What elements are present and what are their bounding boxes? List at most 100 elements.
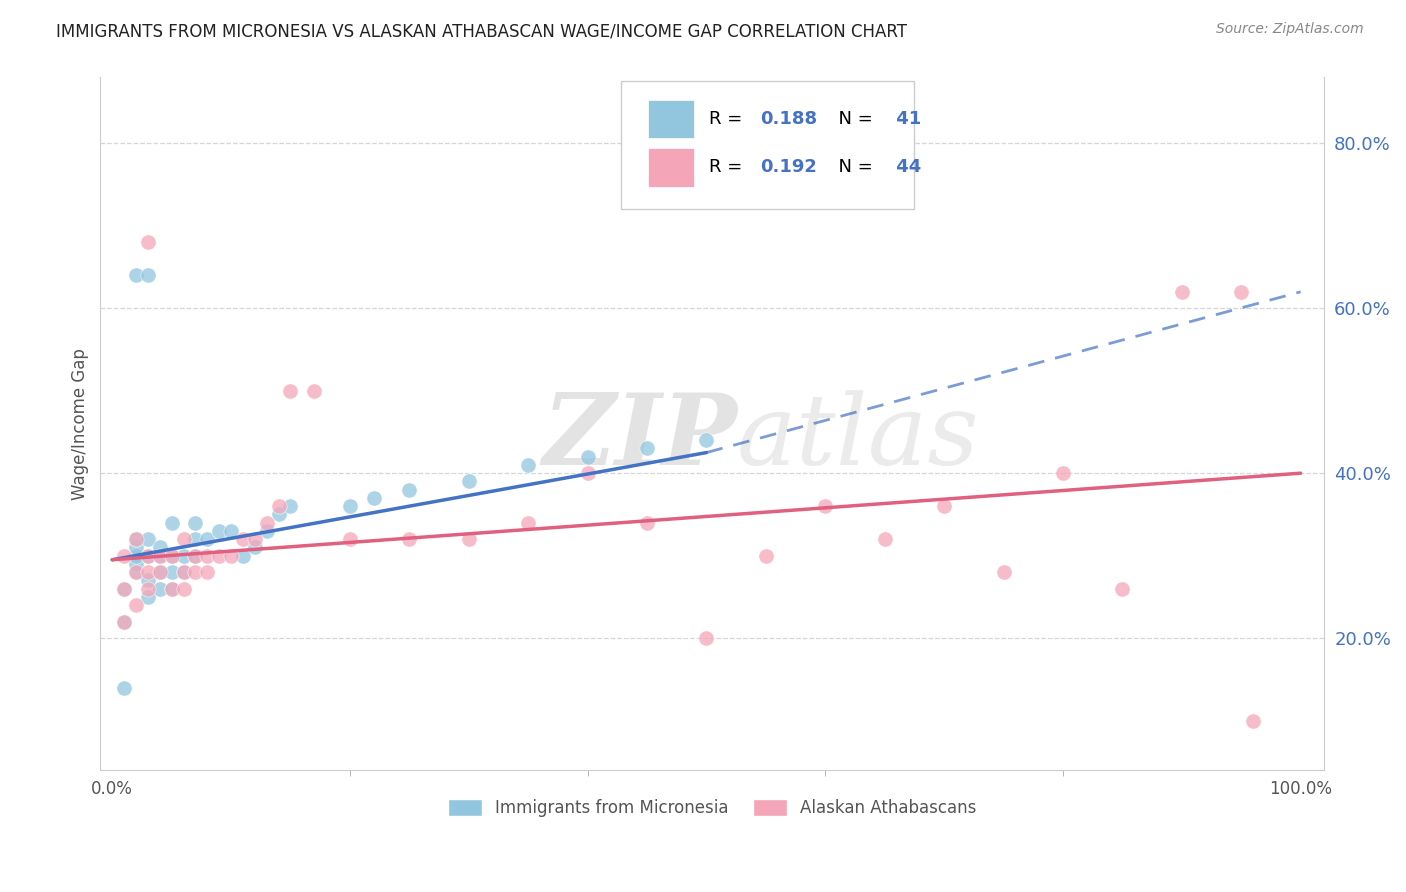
- Point: [173, 582, 195, 596]
- Point: [125, 549, 148, 563]
- Point: [173, 565, 195, 579]
- Point: [149, 541, 172, 555]
- Point: [125, 532, 148, 546]
- Point: [160, 516, 183, 530]
- Point: [149, 549, 172, 563]
- Point: [1230, 285, 1253, 299]
- Point: [243, 532, 266, 546]
- Point: [208, 524, 231, 538]
- Point: [363, 491, 385, 505]
- Point: [814, 499, 837, 513]
- Point: [160, 582, 183, 596]
- Point: [149, 582, 172, 596]
- Point: [517, 458, 540, 472]
- Point: [125, 565, 148, 579]
- Point: [232, 549, 254, 563]
- Point: [517, 516, 540, 530]
- Point: [184, 532, 207, 546]
- Text: 0.188: 0.188: [761, 110, 817, 128]
- Point: [125, 532, 148, 546]
- Point: [173, 565, 195, 579]
- FancyBboxPatch shape: [620, 81, 914, 209]
- Point: [1111, 582, 1133, 596]
- Text: IMMIGRANTS FROM MICRONESIA VS ALASKAN ATHABASCAN WAGE/INCOME GAP CORRELATION CHA: IMMIGRANTS FROM MICRONESIA VS ALASKAN AT…: [56, 22, 907, 40]
- Point: [125, 541, 148, 555]
- Point: [149, 565, 172, 579]
- Point: [184, 565, 207, 579]
- Text: N =: N =: [828, 159, 879, 177]
- Point: [160, 549, 183, 563]
- Text: R =: R =: [709, 110, 748, 128]
- Text: R =: R =: [709, 159, 748, 177]
- Text: Source: ZipAtlas.com: Source: ZipAtlas.com: [1216, 22, 1364, 37]
- Point: [695, 631, 717, 645]
- Point: [267, 508, 290, 522]
- Point: [112, 582, 135, 596]
- Point: [136, 235, 159, 250]
- Point: [636, 442, 658, 456]
- Point: [232, 532, 254, 546]
- Text: 44: 44: [890, 159, 921, 177]
- Point: [149, 549, 172, 563]
- Point: [173, 532, 195, 546]
- Point: [195, 532, 218, 546]
- Bar: [648, 148, 695, 186]
- Point: [1052, 466, 1074, 480]
- Point: [755, 549, 778, 563]
- Point: [280, 499, 302, 513]
- Point: [1171, 285, 1194, 299]
- Point: [125, 565, 148, 579]
- Point: [112, 549, 135, 563]
- Point: [136, 268, 159, 283]
- Point: [873, 532, 896, 546]
- Point: [112, 615, 135, 629]
- Point: [112, 582, 135, 596]
- Point: [993, 565, 1015, 579]
- Point: [304, 384, 326, 398]
- Point: [136, 549, 159, 563]
- Point: [398, 532, 420, 546]
- Point: [339, 532, 361, 546]
- Point: [280, 384, 302, 398]
- Point: [1241, 714, 1264, 728]
- Point: [256, 516, 278, 530]
- Text: atlas: atlas: [737, 390, 980, 485]
- Point: [136, 532, 159, 546]
- Point: [195, 549, 218, 563]
- Point: [136, 565, 159, 579]
- Point: [173, 549, 195, 563]
- Point: [184, 549, 207, 563]
- Point: [195, 565, 218, 579]
- Y-axis label: Wage/Income Gap: Wage/Income Gap: [72, 348, 89, 500]
- Point: [184, 549, 207, 563]
- Point: [160, 565, 183, 579]
- Text: ZIP: ZIP: [541, 389, 737, 486]
- Point: [695, 434, 717, 448]
- Point: [136, 574, 159, 588]
- Point: [457, 475, 479, 489]
- Point: [160, 582, 183, 596]
- Point: [256, 524, 278, 538]
- Point: [398, 483, 420, 497]
- Point: [208, 549, 231, 563]
- Point: [267, 499, 290, 513]
- Point: [219, 524, 242, 538]
- Point: [576, 450, 599, 464]
- Legend: Immigrants from Micronesia, Alaskan Athabascans: Immigrants from Micronesia, Alaskan Atha…: [441, 792, 983, 824]
- Text: 41: 41: [890, 110, 921, 128]
- Point: [636, 516, 658, 530]
- Point: [243, 541, 266, 555]
- Text: N =: N =: [828, 110, 879, 128]
- Point: [149, 565, 172, 579]
- Point: [339, 499, 361, 513]
- Point: [457, 532, 479, 546]
- Point: [932, 499, 955, 513]
- Point: [184, 516, 207, 530]
- Point: [219, 549, 242, 563]
- Point: [125, 598, 148, 612]
- Point: [136, 549, 159, 563]
- Point: [136, 590, 159, 604]
- Point: [576, 466, 599, 480]
- Point: [125, 268, 148, 283]
- Point: [125, 557, 148, 571]
